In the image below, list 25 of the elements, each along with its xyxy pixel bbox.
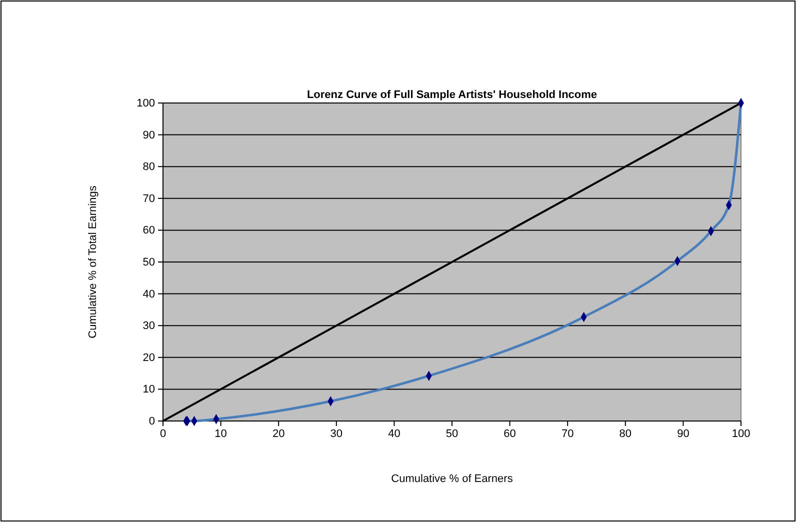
chart-title: Lorenz Curve of Full Sample Artists' Household Income bbox=[306, 89, 598, 101]
x-tick-label: 40 bbox=[388, 428, 400, 440]
x-tick-label: 30 bbox=[330, 428, 343, 440]
y-tick-label: 70 bbox=[142, 192, 155, 205]
y-tick-label: 50 bbox=[142, 256, 155, 269]
y-tick-label: 10 bbox=[142, 384, 155, 396]
y-tick-label: 40 bbox=[142, 288, 155, 300]
y-tick-label: 80 bbox=[142, 161, 155, 174]
y-tick-label: 90 bbox=[142, 129, 155, 142]
x-tick-label: 70 bbox=[561, 428, 574, 440]
x-tick-label: 20 bbox=[272, 428, 285, 440]
x-tick-label: 0 bbox=[160, 428, 166, 440]
y-tick-label: 100 bbox=[136, 98, 155, 110]
y-tick-label: 20 bbox=[142, 352, 155, 364]
y-axis-title: Cumulative % of Total Earnings bbox=[87, 185, 99, 338]
x-tick-label: 80 bbox=[619, 428, 632, 440]
x-axis-title: Cumulative % of Earners bbox=[391, 473, 514, 485]
x-tick-label: 60 bbox=[504, 428, 516, 440]
x-tick-label: 90 bbox=[677, 428, 690, 440]
y-tick-label: 30 bbox=[142, 320, 155, 332]
x-tick-label: 50 bbox=[446, 428, 458, 440]
x-tick-label: 100 bbox=[732, 428, 750, 440]
y-tick-label: 0 bbox=[148, 416, 155, 428]
y-tick-label: 60 bbox=[142, 224, 155, 237]
x-tick-label: 10 bbox=[214, 428, 227, 440]
